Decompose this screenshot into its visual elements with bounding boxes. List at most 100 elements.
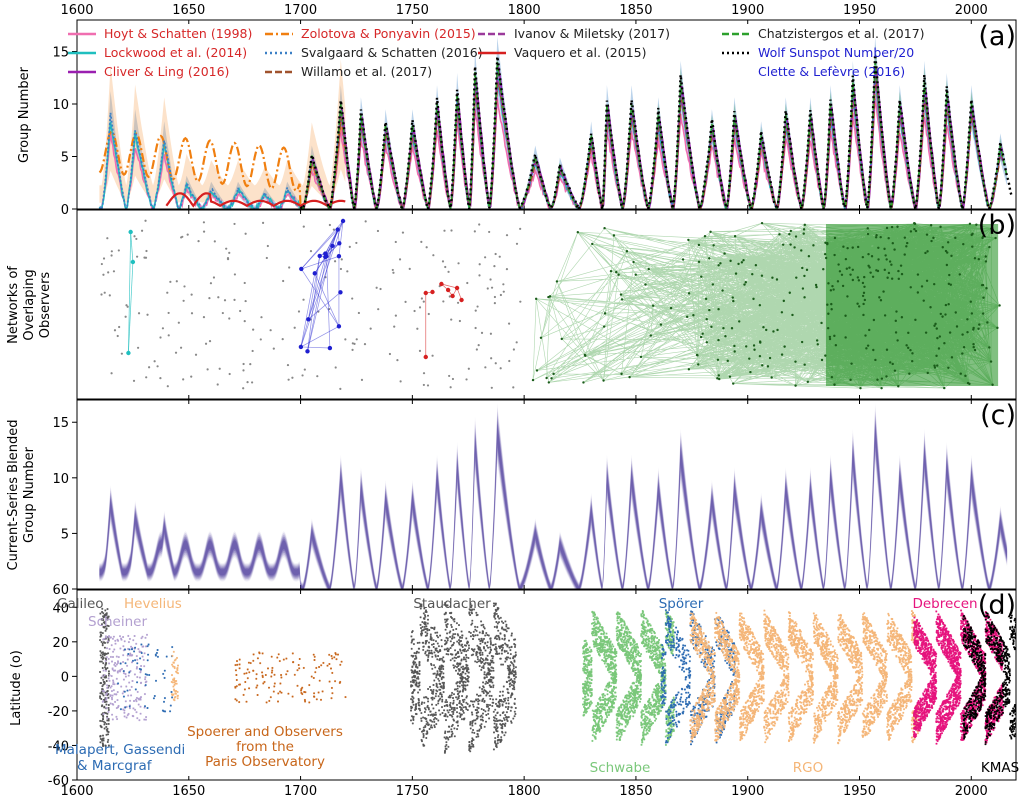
green-network-node	[591, 242, 594, 246]
panel-a-legend: Hoyt & Schatten (1998) Lockwood et al. (2…	[68, 26, 925, 79]
green-network-node	[907, 331, 910, 335]
green-network-node	[878, 296, 881, 299]
bottom-tick-label: 1800	[508, 784, 541, 799]
green-network-node	[781, 243, 785, 246]
isolated-observer	[478, 263, 481, 266]
isolated-observer	[388, 352, 392, 356]
green-network-node	[894, 331, 898, 334]
panel-d-y-ticks: -60 -40 -20 0 20 40	[48, 601, 77, 789]
green-network-node	[709, 230, 712, 233]
green-network-node	[859, 386, 862, 390]
isolated-observer	[489, 278, 492, 281]
isolated-observer	[442, 300, 445, 303]
green-network-node	[973, 257, 977, 260]
green-network-node	[914, 229, 918, 233]
green-network-node	[740, 261, 744, 264]
green-network-node	[908, 372, 911, 375]
blue-network-edge	[319, 243, 340, 257]
green-network-node	[803, 223, 807, 227]
isolated-observer	[401, 231, 405, 234]
blue-network-node	[340, 218, 346, 224]
green-network-node	[732, 299, 735, 303]
panel-c-y-label-line1: Current-Series Blended	[6, 420, 21, 571]
isolated-observer	[183, 285, 186, 288]
isolated-observer	[124, 315, 127, 318]
green-network-node	[738, 320, 741, 323]
green-network-node	[619, 293, 623, 296]
green-network-node	[815, 285, 818, 289]
blue-network-node	[336, 254, 342, 259]
green-network-node	[548, 295, 552, 298]
isolated-observer	[427, 312, 430, 316]
isolated-observer	[282, 279, 285, 283]
isolated-observer	[140, 229, 144, 232]
observer-label-line: Paris Observatory	[205, 754, 325, 770]
green-network-node	[687, 368, 691, 371]
green-network-node	[938, 335, 942, 338]
isolated-observer	[351, 348, 354, 351]
panel-d-frame	[76, 589, 1017, 781]
red-network-node	[423, 354, 428, 360]
blue-network-node	[317, 253, 322, 259]
green-network-node	[730, 327, 734, 330]
green-network-node	[877, 258, 880, 261]
green-network-node	[925, 233, 929, 236]
green-network-node	[724, 335, 727, 338]
green-network-node	[695, 353, 699, 357]
isolated-observer	[418, 349, 422, 352]
green-network-node	[803, 296, 806, 299]
latitude-points-schwabe	[582, 610, 676, 746]
green-network-node	[824, 354, 827, 357]
isolated-observer	[467, 367, 470, 370]
green-network-node	[966, 330, 969, 334]
isolated-observer	[110, 372, 113, 375]
green-network-node	[771, 276, 774, 279]
green-network-node	[943, 386, 946, 390]
green-network-node	[954, 236, 957, 240]
isolated-observer	[512, 386, 515, 389]
blue-network-edge	[325, 220, 344, 254]
y-tick-label: -40	[48, 739, 69, 754]
isolated-observer	[100, 293, 103, 296]
green-network-node	[897, 277, 900, 281]
green-network-node	[936, 336, 939, 340]
green-network-node	[984, 260, 988, 263]
green-network-node	[789, 229, 793, 233]
blue-network-edge	[300, 220, 344, 348]
isolated-observer	[480, 331, 484, 334]
isolated-observer	[392, 271, 395, 274]
green-network-node	[972, 342, 975, 346]
green-network-node	[885, 258, 888, 261]
isolated-observer	[117, 249, 120, 252]
legend-label: Ivanov & Miletsky (2017)	[514, 26, 670, 41]
bottom-tick-label: 1900	[731, 784, 764, 799]
green-network-node	[716, 358, 720, 361]
isolated-observer	[137, 312, 141, 315]
isolated-observer	[288, 266, 291, 269]
y-tick-label: 0	[61, 670, 69, 685]
green-network-node	[827, 282, 830, 285]
latitude-points-kmas	[962, 611, 1016, 746]
green-network-node	[699, 335, 703, 339]
isolated-observer	[450, 229, 453, 232]
top-tick-label: 1850	[619, 3, 652, 18]
panel-a-group-number: 0 5 10 15 Group Number (a) Hoyt & Schatten …	[17, 19, 1017, 218]
green-network-node	[742, 259, 745, 262]
green-network-node	[961, 333, 964, 336]
green-network-node	[718, 377, 721, 381]
green-network-node	[711, 283, 715, 286]
isolated-observer	[449, 386, 452, 389]
green-network-node	[766, 365, 770, 368]
green-network-node	[868, 266, 871, 269]
panel-c-frame	[76, 399, 1017, 590]
green-network-node	[800, 249, 803, 252]
isolated-observer	[102, 257, 106, 260]
isolated-observer	[413, 309, 416, 313]
red-network-node	[430, 289, 435, 295]
green-network-node	[941, 246, 944, 249]
green-network-node	[778, 233, 781, 236]
green-network-node	[905, 245, 908, 248]
isolated-observer	[212, 276, 216, 279]
isolated-observer	[135, 237, 138, 241]
series-chatzistergos	[300, 61, 1008, 209]
